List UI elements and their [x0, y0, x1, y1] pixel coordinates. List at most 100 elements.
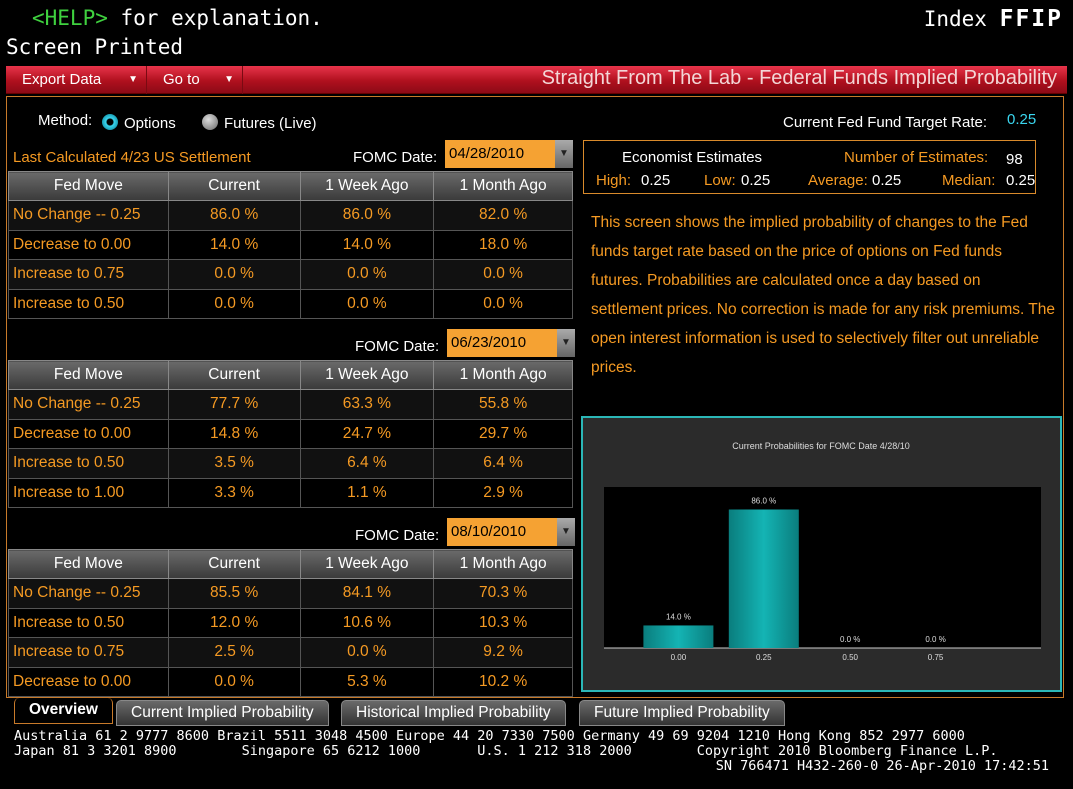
column-header: 1 Month Ago	[433, 549, 573, 579]
method-futures-radio[interactable]: Futures (Live)	[202, 114, 317, 132]
tab-overview[interactable]: Overview	[14, 698, 113, 724]
probability-table-2: Fed Move Current 1 Week Ago 1 Month Ago No C…	[8, 360, 573, 508]
screen-printed-status: Screen Printed	[6, 35, 184, 59]
fed-move-cell: Increase to 0.75	[8, 259, 169, 290]
median-label: Median:	[942, 172, 996, 189]
export-data-menu[interactable]: Export Data ▼	[6, 66, 147, 94]
column-header: Current	[167, 360, 301, 390]
probability-cell: 6.4 %	[433, 448, 573, 479]
fed-move-cell: Increase to 0.75	[8, 637, 169, 668]
export-label: Export Data	[22, 71, 102, 88]
probability-cell: 1.1 %	[299, 477, 435, 508]
table-row: Increase to 1.00 3.3 % 1.1 % 2.9 %	[8, 477, 573, 508]
column-header: 1 Week Ago	[299, 171, 435, 201]
chevron-down-icon[interactable]: ▼	[557, 329, 575, 357]
probability-cell: 2.5 %	[167, 637, 301, 668]
method-label: Method:	[38, 112, 93, 129]
bar	[728, 509, 799, 648]
function-code: Index FFIP	[924, 6, 1063, 32]
probability-cell: 0.0 %	[167, 288, 301, 319]
low-label: Low:	[704, 172, 736, 189]
fomc-date-select-3[interactable]: 08/10/2010 ▼	[447, 518, 575, 546]
chevron-down-icon[interactable]: ▼	[555, 140, 573, 168]
probability-cell: 18.0 %	[433, 229, 573, 260]
column-header: Current	[167, 171, 301, 201]
goto-label: Go to	[163, 71, 200, 88]
bar-data-label: 0.0 %	[925, 635, 945, 644]
probability-cell: 14.8 %	[167, 418, 301, 449]
goto-menu[interactable]: Go to ▼	[147, 66, 243, 94]
probability-cell: 0.0 %	[167, 666, 301, 697]
probability-cell: 85.5 %	[167, 578, 301, 609]
table-header: Fed Move Current 1 Week Ago 1 Month Ago	[8, 360, 573, 390]
radio-unselected-icon	[202, 114, 218, 130]
probability-cell: 12.0 %	[167, 607, 301, 638]
probability-table-3: Fed Move Current 1 Week Ago 1 Month Ago No C…	[8, 549, 573, 697]
probability-cell: 10.2 %	[433, 666, 573, 697]
probability-cell: 55.8 %	[433, 389, 573, 420]
table-row: Increase to 0.50 12.0 % 10.6 % 10.3 %	[8, 607, 573, 638]
column-header: 1 Week Ago	[299, 549, 435, 579]
economist-title: Economist Estimates	[622, 149, 763, 166]
high-value: 0.25	[641, 172, 671, 189]
economist-estimates-box: Economist Estimates Number of Estimates:…	[583, 140, 1036, 194]
fomc-date-value: 04/28/2010	[449, 145, 525, 162]
fed-move-cell: Increase to 0.50	[8, 448, 169, 479]
chevron-down-icon: ▼	[224, 74, 234, 85]
probability-cell: 9.2 %	[433, 637, 573, 668]
chevron-down-icon[interactable]: ▼	[557, 518, 575, 546]
probability-cell: 86.0 %	[299, 200, 435, 231]
table-header: Fed Move Current 1 Week Ago 1 Month Ago	[8, 171, 573, 201]
probability-cell: 3.5 %	[167, 448, 301, 479]
x-tick-label: 0.50	[842, 653, 858, 662]
fed-move-cell: Decrease to 0.00	[8, 229, 169, 260]
column-header: Fed Move	[8, 171, 169, 201]
bar	[643, 625, 714, 648]
probability-cell: 0.0 %	[433, 259, 573, 290]
footer-line-2: Japan 81 3 3201 8900 Singapore 65 6212 1…	[14, 743, 998, 759]
probability-cell: 6.4 %	[299, 448, 435, 479]
fed-move-cell: Decrease to 0.00	[8, 418, 169, 449]
index-label: Index	[923, 7, 987, 31]
fed-move-cell: Increase to 0.50	[8, 607, 169, 638]
table-row: Increase to 0.50 0.0 % 0.0 % 0.0 %	[8, 288, 573, 319]
probability-cell: 84.1 %	[299, 578, 435, 609]
description: This screen shows the implied probabilit…	[591, 214, 1056, 376]
probability-cell: 0.0 %	[167, 259, 301, 290]
fed-move-cell: Decrease to 0.00	[8, 666, 169, 697]
tab-future-implied-probability[interactable]: Future Implied Probability	[579, 700, 785, 726]
average-value: 0.25	[872, 172, 902, 189]
fomc-date-select-1[interactable]: 04/28/2010 ▼	[445, 140, 573, 168]
column-header: 1 Month Ago	[433, 360, 573, 390]
num-estimates-value: 98	[1006, 151, 1023, 168]
bar-data-label: 14.0 %	[666, 612, 691, 621]
low-value: 0.25	[741, 172, 771, 189]
method-options-radio[interactable]: Options	[102, 114, 176, 132]
help-hint: <HELP> for explanation.	[32, 6, 323, 30]
table-row: Increase to 0.50 3.5 % 6.4 % 6.4 %	[8, 448, 573, 479]
help-key[interactable]: <HELP>	[32, 6, 108, 30]
column-header: Fed Move	[8, 360, 169, 390]
last-calculated: Last Calculated 4/23 US Settlement	[13, 149, 251, 166]
probability-cell: 24.7 %	[299, 418, 435, 449]
probability-cell: 29.7 %	[433, 418, 573, 449]
main-panel	[6, 96, 1064, 698]
bar-data-label: 86.0 %	[751, 496, 776, 505]
chart-title: Current Probabilities for FOMC Date 4/28…	[732, 441, 910, 451]
column-header: 1 Week Ago	[299, 360, 435, 390]
probability-cell: 3.3 %	[167, 477, 301, 508]
fomc-date-label: FOMC Date:	[353, 149, 438, 166]
table-row: Decrease to 0.00 14.0 % 14.0 % 18.0 %	[8, 229, 573, 260]
tab-historical-implied-probability[interactable]: Historical Implied Probability	[341, 700, 566, 726]
chevron-down-icon: ▼	[128, 74, 138, 85]
probability-cell: 0.0 %	[433, 288, 573, 319]
x-tick-label: 0.00	[671, 653, 687, 662]
probability-table-1: Fed Move Current 1 Week Ago 1 Month Ago No C…	[8, 171, 573, 319]
fomc-date-select-2[interactable]: 06/23/2010 ▼	[447, 329, 575, 357]
tab-current-implied-probability[interactable]: Current Implied Probability	[116, 700, 329, 726]
fomc-date-value: 08/10/2010	[451, 523, 527, 540]
median-value: 0.25	[1006, 172, 1036, 189]
options-label: Options	[124, 115, 176, 132]
table-row: No Change -- 0.25 85.5 % 84.1 % 70.3 %	[8, 578, 573, 609]
high-label: High:	[596, 172, 632, 189]
